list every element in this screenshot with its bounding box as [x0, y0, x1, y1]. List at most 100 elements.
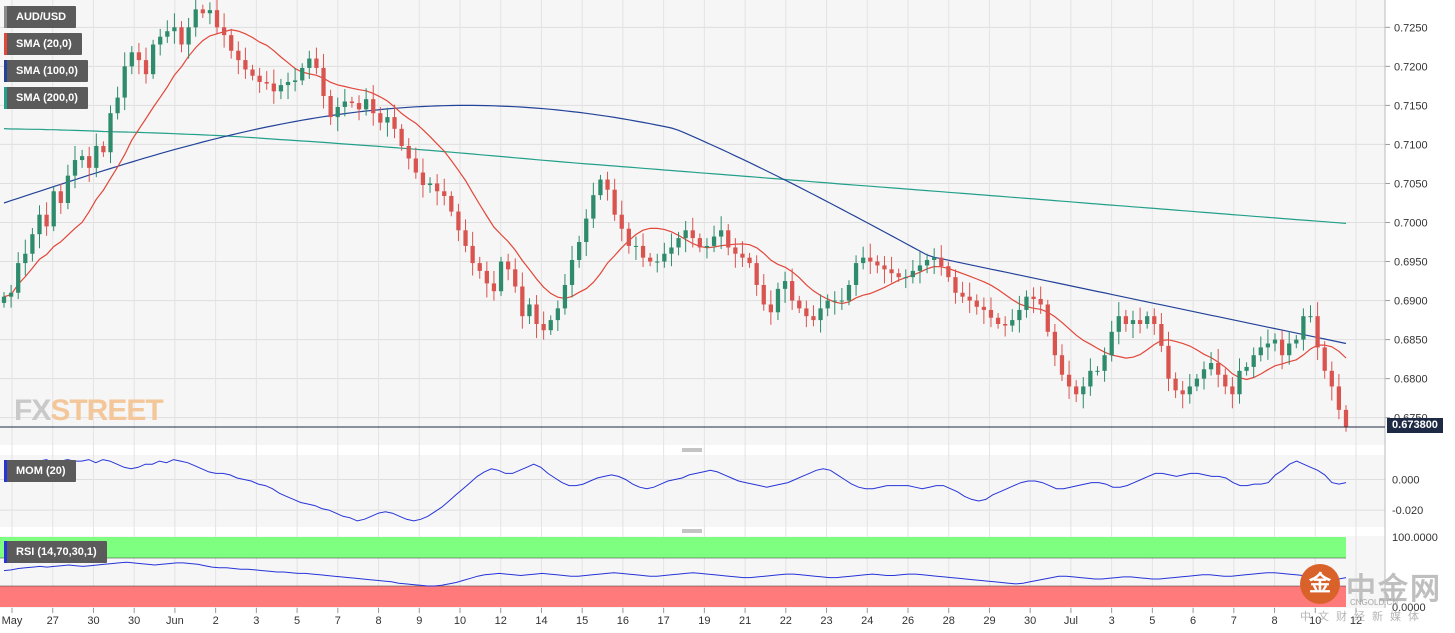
- candle-body: [768, 304, 773, 313]
- candle-body: [307, 58, 312, 68]
- rsi-tick-label: 100.0000: [1392, 532, 1438, 544]
- cngold-title: 中金网: [1346, 572, 1442, 607]
- time-tick-label: 17: [658, 615, 670, 627]
- candle-body: [648, 257, 653, 262]
- candle-body: [1265, 343, 1271, 348]
- candle-body: [790, 281, 795, 301]
- candle-body: [562, 284, 568, 309]
- legend-rsi-label: RSI (14,70,30,1): [16, 546, 97, 558]
- legend-sma200[interactable]: SMA (200,0): [4, 87, 88, 109]
- splitter-handle-icon[interactable]: [682, 448, 702, 533]
- candle-body: [363, 99, 369, 110]
- candle-body: [257, 75, 262, 82]
- candle-body: [406, 145, 411, 159]
- watermark-fx: FX: [14, 394, 51, 427]
- candle-body: [285, 81, 291, 86]
- candle-body: [875, 261, 880, 266]
- candle-body: [371, 99, 376, 114]
- candle-body: [491, 283, 497, 292]
- candle-body: [910, 270, 915, 278]
- candle-body: [797, 300, 802, 309]
- time-tick-label: 14: [535, 615, 547, 627]
- time-tick-label: 21: [739, 615, 751, 627]
- candle-body: [129, 52, 134, 67]
- rsi-series: [3, 561, 1347, 587]
- candle-body: [988, 309, 994, 318]
- candle-body: [818, 308, 823, 321]
- candle-body: [16, 263, 21, 293]
- candle-body: [1294, 339, 1299, 344]
- candle-body: [214, 10, 220, 28]
- candle-body: [207, 10, 213, 14]
- candle-body: [122, 66, 127, 98]
- candle-body: [115, 97, 120, 114]
- legend-symbol[interactable]: AUD/USD: [4, 6, 77, 28]
- candle-body: [896, 273, 901, 278]
- candle-body: [520, 286, 525, 317]
- candle-body: [690, 230, 695, 239]
- cngold-subtitle: 中文财经新媒体: [1300, 611, 1426, 623]
- time-tick-label: 3: [1109, 615, 1115, 627]
- candle-body: [598, 179, 603, 196]
- price-tick-label: 0.7250: [1394, 22, 1428, 34]
- candle-body: [1258, 347, 1263, 356]
- time-tick-label: Jun: [166, 615, 184, 627]
- candle-body: [1038, 299, 1043, 305]
- candle-body: [506, 261, 511, 270]
- time-tick-label: 28: [943, 615, 955, 627]
- time-tick-label: 8: [375, 615, 381, 627]
- rsi-zones: [0, 537, 1346, 607]
- candle-body: [37, 214, 42, 235]
- candle-body: [1102, 355, 1107, 371]
- time-tick-label: 3: [253, 615, 259, 627]
- candle-body: [449, 195, 454, 212]
- candle-body: [1329, 370, 1334, 387]
- candle-body: [8, 292, 14, 297]
- candle-body: [150, 44, 156, 75]
- time-tick-label: 30: [1024, 615, 1036, 627]
- time-tick-label: 16: [617, 615, 629, 627]
- candle-body: [392, 117, 397, 129]
- sma20-swatch: [4, 33, 7, 55]
- legend-momentum[interactable]: MOM (20): [4, 460, 76, 482]
- candle-body: [924, 259, 930, 266]
- candle-body: [399, 128, 404, 146]
- legend-rsi[interactable]: RSI (14,70,30,1): [4, 541, 107, 563]
- time-tick-label: 7: [335, 615, 341, 627]
- candle-body: [868, 257, 873, 262]
- candle-body: [1031, 296, 1036, 300]
- candle-body: [740, 253, 745, 258]
- candle-body: [498, 261, 504, 292]
- candle-body: [221, 27, 227, 36]
- candle-body: [633, 245, 639, 247]
- candle-body: [1180, 390, 1185, 395]
- rsi-tick-label: 0.0000: [1392, 602, 1426, 614]
- panel-splitter-1[interactable]: [0, 445, 1385, 455]
- legend-sma100[interactable]: SMA (100,0): [4, 60, 88, 82]
- legend-symbol-label: AUD/USD: [16, 11, 67, 23]
- candle-body: [946, 266, 951, 278]
- candle-body: [442, 191, 447, 196]
- candle-body: [1003, 323, 1008, 326]
- candle-body: [577, 242, 582, 260]
- candle-body: [435, 183, 440, 192]
- legend-sma20[interactable]: SMA (20,0): [4, 33, 82, 55]
- mom-tick-label: 0.000: [1392, 475, 1420, 487]
- cngold-mark-icon: 金: [1300, 564, 1340, 604]
- candle-body: [385, 117, 390, 123]
- candle-body: [655, 261, 660, 263]
- candle-body: [470, 245, 475, 264]
- legend-sma200-label: SMA (200,0): [16, 92, 78, 104]
- cngold-logo: 金 中金网 CNGOLD.CN 中文财经新媒体: [1298, 562, 1448, 628]
- time-tick-label: 5: [294, 615, 300, 627]
- candle-body: [775, 288, 781, 313]
- candle-body: [974, 300, 979, 307]
- time-tick-label: 30: [128, 615, 140, 627]
- candle-body: [420, 172, 426, 186]
- candle-body: [555, 308, 560, 321]
- time-tick-label: 10: [1309, 615, 1321, 627]
- candle-body: [853, 263, 859, 285]
- candle-body: [1336, 386, 1342, 410]
- mom-tick-label: -0.020: [1392, 505, 1423, 517]
